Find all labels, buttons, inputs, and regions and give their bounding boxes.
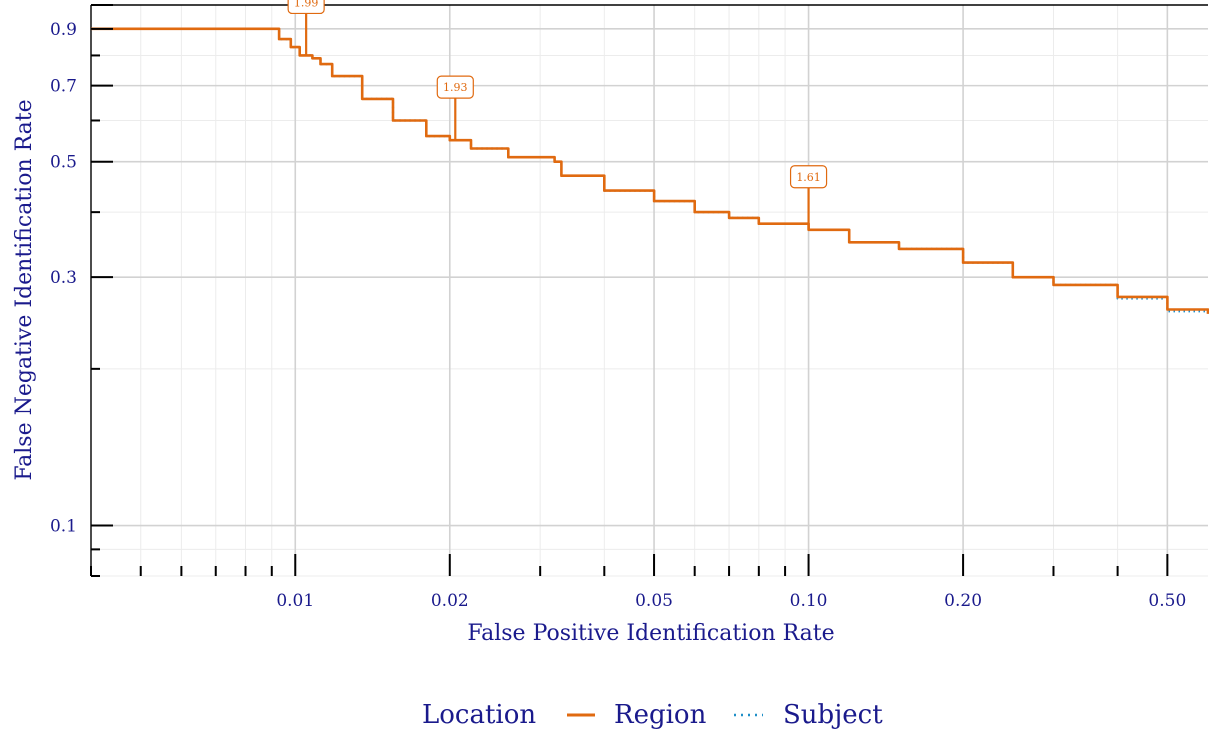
- x-tick-label: 0.20: [944, 591, 982, 611]
- annotation-box: [436, 75, 474, 99]
- major-grid: [91, 5, 1208, 576]
- axis-ticks: [90, 4, 1169, 577]
- annotation-layer: 1.99 1.93 1.61: [287, 0, 828, 230]
- x-axis-title: False Positive Identification Rate: [467, 621, 834, 646]
- annotation-label: 1.99: [294, 0, 319, 9]
- legend-title: Location: [422, 700, 536, 730]
- series-layer: [91, 27, 1209, 317]
- y-tick-labels: 0.1 0.3 0.5 0.7 0.9: [50, 20, 77, 537]
- legend: Location Region Subject: [422, 700, 883, 730]
- series-line-region: [91, 27, 1209, 314]
- x-tick-labels: 0.01 0.02 0.05 0.10 0.20 0.50: [276, 591, 1186, 611]
- y-axis-title: False Negative Identification Rate: [12, 99, 37, 480]
- legend-label-subject: Subject: [783, 700, 883, 730]
- y-tick-label: 0.1: [50, 517, 77, 537]
- x-tick-label: 0.02: [431, 591, 469, 611]
- annotation-label: 1.93: [443, 81, 468, 94]
- x-tick-label: 0.50: [1148, 591, 1186, 611]
- y-tick-label: 0.9: [50, 20, 77, 40]
- annotation-box: [789, 165, 828, 189]
- annotation-label: 1.61: [796, 171, 821, 184]
- minor-grid: [90, 4, 1208, 577]
- plot-frame: [90, 4, 1208, 577]
- legend-label-region: Region: [614, 700, 707, 730]
- y-tick-label: 0.5: [50, 153, 77, 173]
- y-tick-label: 0.3: [50, 268, 77, 288]
- y-tick-label: 0.7: [50, 77, 77, 97]
- x-tick-label: 0.05: [635, 591, 673, 611]
- series-line-subject: [91, 27, 1209, 317]
- x-tick-label: 0.01: [276, 591, 314, 611]
- annotation-box: [287, 0, 325, 15]
- x-tick-label: 0.10: [790, 591, 828, 611]
